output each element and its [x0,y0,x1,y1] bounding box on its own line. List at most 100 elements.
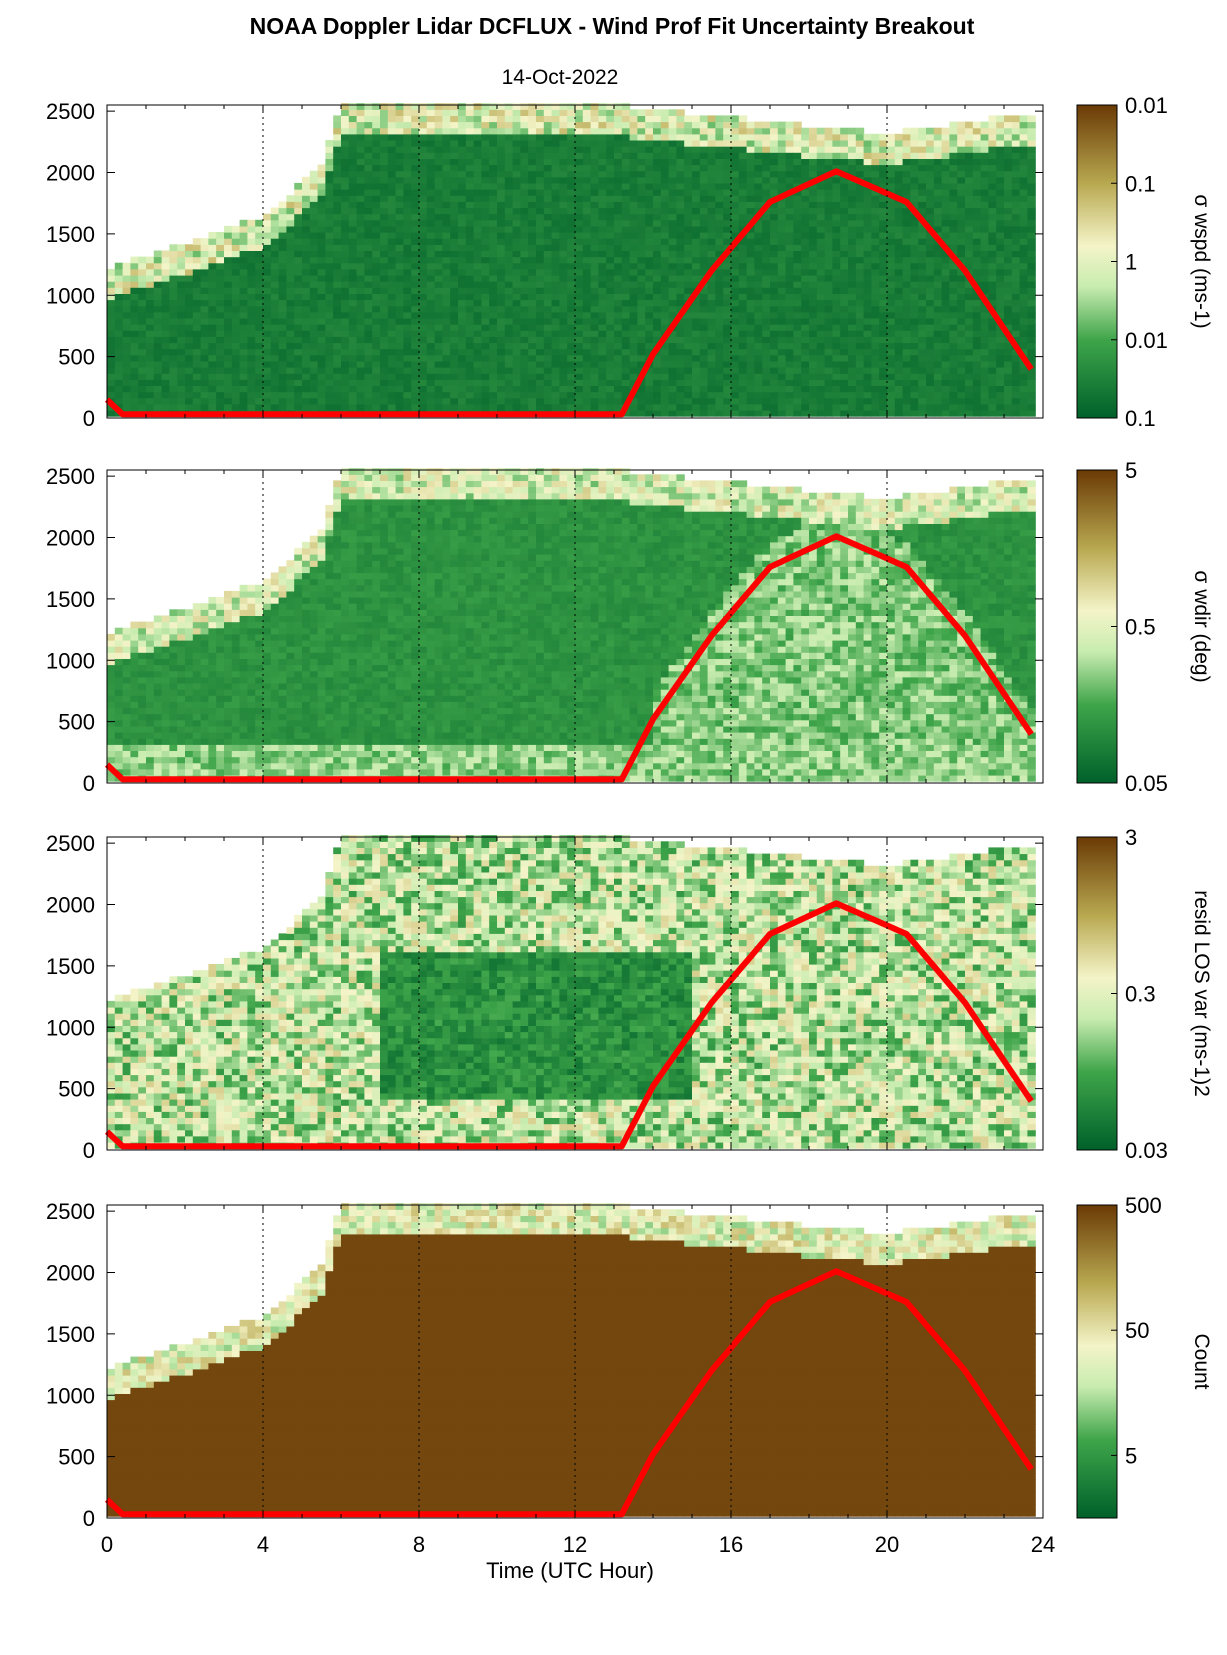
heatmap-cell [520,397,529,405]
heatmap-cell [793,225,802,233]
heatmap-cell [637,127,646,135]
heatmap-cell [317,379,326,386]
heatmap-cell [520,140,529,147]
heatmap-cell [910,330,919,337]
heatmap-cell [972,275,982,282]
heatmap-cell [489,213,498,221]
heatmap-cell [278,281,287,288]
heatmap-cell [707,115,716,123]
heatmap-cell [918,207,927,215]
heatmap-cell [746,170,755,178]
heatmap-cell [770,146,779,153]
heatmap-cell [863,385,872,393]
heatmap-cell [543,373,553,380]
heatmap-cell [333,232,342,239]
heatmap-cell [777,170,787,178]
heatmap-cell [965,158,974,166]
heatmap-cell [715,318,724,325]
heatmap-cell [473,354,482,362]
heatmap-cell [957,385,966,393]
heatmap-cell [364,330,373,337]
heatmap-cell [793,403,802,411]
heatmap-cell [294,195,303,202]
heatmap-cell [497,207,506,215]
heatmap-cell [263,262,272,270]
heatmap-cell [403,348,412,356]
heatmap-cell [380,391,389,399]
heatmap-cell [348,182,358,190]
heatmap-cell [723,354,732,362]
heatmap-cell [692,250,701,258]
heatmap-cell [731,373,740,380]
heatmap-cell [208,330,217,337]
heatmap-cell [512,103,521,110]
heatmap-cell [263,244,272,251]
heatmap-cell [824,225,833,233]
heatmap-cell [621,330,631,337]
heatmap-cell [387,201,397,209]
heatmap-cell [621,133,631,141]
heatmap-cell [653,391,662,399]
heatmap-cell [263,225,272,233]
heatmap-cell [567,140,576,147]
heatmap-cell [606,391,615,399]
heatmap-cell [637,268,646,276]
heatmap-cell [372,391,381,399]
heatmap-cell [317,189,326,196]
heatmap-cell [809,305,818,313]
heatmap-cell [512,140,521,147]
heatmap-cell [941,152,950,159]
heatmap-cell [816,354,826,362]
heatmap-cell [419,360,428,368]
heatmap-cell [855,342,865,350]
heatmap-cell [458,385,467,393]
heatmap-cell [957,146,966,153]
heatmap-cell [434,109,443,116]
heatmap-cell [270,287,280,294]
heatmap-cell [824,305,833,313]
heatmap-cell [777,262,787,270]
heatmap-cell [185,336,194,344]
heatmap-cell [848,238,857,245]
heatmap-cell [185,367,194,374]
heatmap-cell [528,195,537,202]
heatmap-cell [543,164,553,172]
heatmap-cell [372,354,381,362]
heatmap-cell [699,232,709,239]
heatmap-cell [809,373,818,380]
heatmap-cell [754,182,763,190]
heatmap-cell [465,103,475,110]
heatmap-cell [224,275,233,282]
heatmap-cell [333,342,342,350]
heatmap-cell [606,109,615,116]
heatmap-cell [590,219,599,227]
heatmap-cell [231,256,241,264]
heatmap-cell [590,189,599,196]
heatmap-cell [224,250,233,258]
heatmap-cell [653,250,662,258]
heatmap-cell [333,250,342,258]
heatmap-cell [660,293,670,301]
heatmap-cell [926,305,935,313]
heatmap-cell [481,385,490,393]
heatmap-cell [224,287,233,294]
heatmap-cell [957,158,966,166]
heatmap-cell [746,164,755,172]
heatmap-cell [590,336,599,344]
heatmap-cell [621,391,631,399]
heatmap-cell [894,410,904,417]
heatmap-cell [692,379,701,386]
heatmap-cell [481,342,490,350]
heatmap-cell [746,311,755,319]
heatmap-cell [231,391,241,399]
heatmap-cell [543,262,553,270]
heatmap-cell [520,158,529,166]
heatmap-cell [200,281,209,288]
heatmap-cell [793,213,802,221]
heatmap-cell [785,397,794,405]
heatmap-cell [536,330,545,337]
heatmap-cell [816,232,826,239]
heatmap-cell [746,176,755,184]
heatmap-cell [933,275,943,282]
heatmap-cell [855,324,865,331]
